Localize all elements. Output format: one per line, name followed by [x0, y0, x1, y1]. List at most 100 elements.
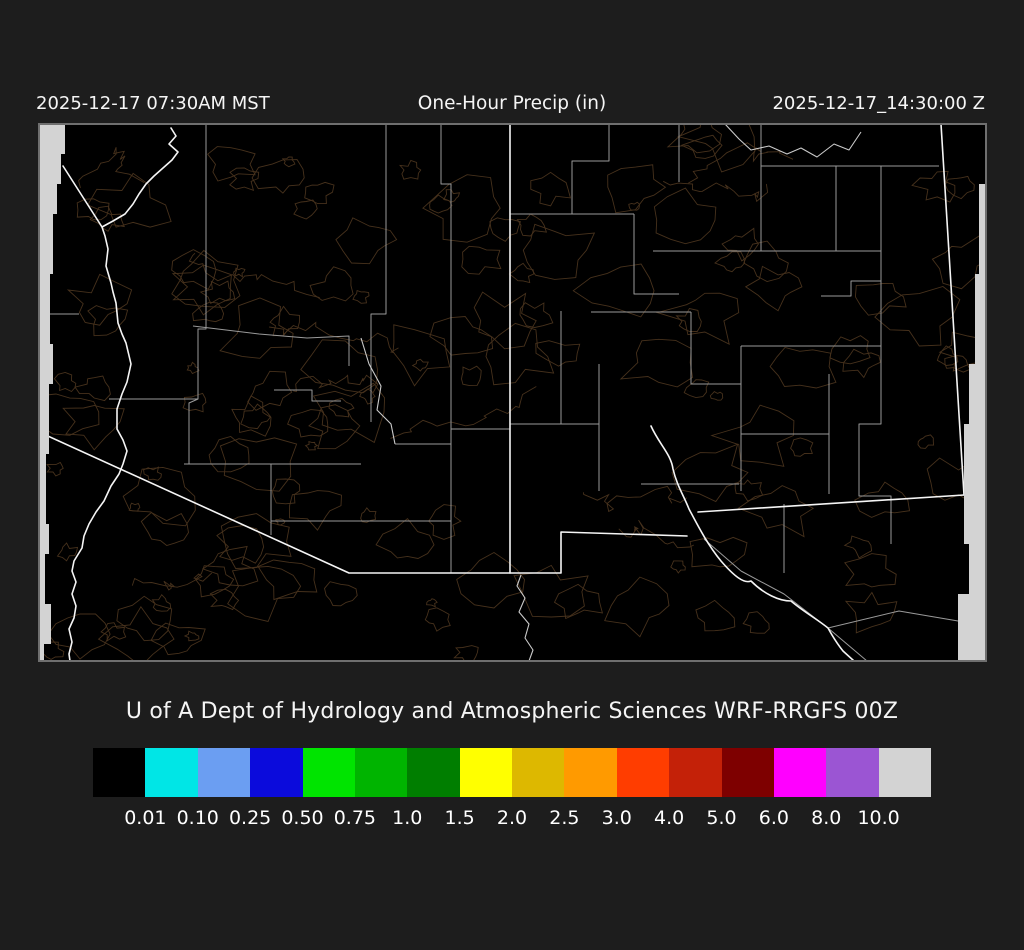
terrain-contour [312, 382, 386, 444]
terrain-contour [429, 194, 453, 214]
colorbar-swatch-12 [721, 748, 774, 797]
terrain-contour [201, 545, 259, 587]
terrain-contour [293, 199, 318, 220]
colorbar-swatch-0 [93, 748, 146, 797]
colorbar-tick-2.5: 2.5 [549, 807, 580, 829]
terrain-contour [662, 180, 769, 203]
terrain-contour [453, 645, 479, 661]
colorbar-swatch-9 [564, 748, 617, 797]
valid-time-utc: 2025-12-17_14:30:00 Z [772, 93, 985, 114]
colorbar-tick-0.75: 0.75 [333, 807, 377, 829]
terrain-contour [535, 340, 581, 367]
terrain-contour [392, 324, 451, 387]
terrain-contour [219, 297, 294, 359]
county-border-line [440, 124, 452, 429]
terrain-contour [62, 405, 125, 451]
terrain-contour [710, 404, 795, 467]
terrain-contour [128, 502, 141, 512]
terrain-contour [666, 124, 722, 154]
precip-colorbar [93, 748, 931, 797]
plot-frame [39, 124, 986, 661]
river-lines [360, 124, 862, 661]
terrain-contour [281, 156, 296, 168]
county-border-line [633, 214, 679, 295]
county-border-line [690, 312, 742, 491]
terrain-contour [572, 263, 655, 318]
terrain-contour [390, 386, 537, 439]
salt-river [360, 337, 396, 445]
terrain-contour [742, 611, 770, 634]
domain-edge-left [39, 124, 65, 661]
terrain-contour [677, 124, 756, 173]
terrain-contour [653, 187, 717, 245]
terrain-contour [485, 322, 555, 386]
terrain-contour [917, 434, 935, 449]
terrain-contour [352, 290, 370, 304]
terrain-contour [680, 134, 723, 159]
terrain-contour [289, 490, 342, 531]
terrain-contour [171, 249, 241, 308]
terrain-contour [944, 355, 971, 373]
terrain-contour [89, 205, 125, 232]
terrain-contour [456, 551, 525, 609]
terrain-contour [143, 466, 162, 481]
terrain-contour [911, 170, 956, 203]
terrain-contour [231, 395, 272, 437]
mexico-border [39, 431, 688, 574]
colorbar-swatch-11 [669, 748, 722, 797]
nevada-border [62, 165, 103, 228]
terrain-contour [683, 379, 710, 399]
terrain-contour [607, 164, 667, 214]
az-nm-map [39, 124, 986, 661]
terrain-contour [854, 481, 911, 518]
terrain-contour [737, 485, 815, 538]
colorbar-tick-8.0: 8.0 [811, 807, 842, 829]
terrain-contour [375, 517, 435, 559]
colorbar-swatch-15 [878, 748, 931, 797]
domain-edge-right [958, 184, 986, 661]
terrain-contour [714, 251, 746, 273]
terrain-contour [219, 437, 298, 492]
terrain-contour [670, 560, 686, 574]
county-border-line [827, 610, 965, 629]
terrain-contour [619, 338, 694, 388]
terrain-contour [209, 588, 240, 611]
terrain-contour [46, 461, 64, 477]
colorbar-tick-0.50: 0.50 [281, 807, 324, 829]
terrain-contour [207, 146, 256, 182]
colorbar-swatch-13 [773, 748, 827, 797]
colorbar-tick-1.0: 1.0 [392, 807, 423, 829]
terrain-contour [522, 223, 596, 280]
terrain-contour [287, 409, 329, 438]
map-title: One-Hour Precip (in) [417, 93, 607, 114]
terrain-contour [513, 564, 589, 618]
county-border-line [109, 398, 199, 464]
terrain-contour [695, 599, 736, 632]
county-border-line [192, 325, 350, 366]
terrain-contour [87, 305, 129, 337]
terrain-contour [304, 181, 335, 205]
terrain-contour [411, 358, 429, 372]
terrain-contour [76, 198, 110, 221]
colorbar-tick-1.5: 1.5 [444, 807, 475, 829]
terrain-contour [516, 213, 548, 237]
terrain-contour [251, 159, 305, 194]
terrain-contour [227, 565, 302, 623]
terrain-contour [240, 403, 272, 430]
colorbar-tick-5.0: 5.0 [706, 807, 737, 829]
terrain-contour [269, 305, 300, 337]
colorbar-tick-0.25: 0.25 [228, 807, 272, 829]
terrain-contour [171, 264, 232, 316]
terrain-contour [422, 174, 501, 243]
colorbar-swatch-4 [302, 748, 355, 797]
terrain-contour [186, 361, 200, 375]
terrain-contour [443, 189, 461, 203]
colorbar-tick-6.0: 6.0 [758, 807, 789, 829]
terrain-contour [233, 267, 246, 278]
terrain-contour [360, 507, 377, 523]
colorbar-swatch-2 [197, 748, 251, 797]
terrain-contour [429, 316, 494, 356]
terrain-contour [269, 321, 399, 353]
newmexico-texas-border-32n [697, 494, 965, 513]
